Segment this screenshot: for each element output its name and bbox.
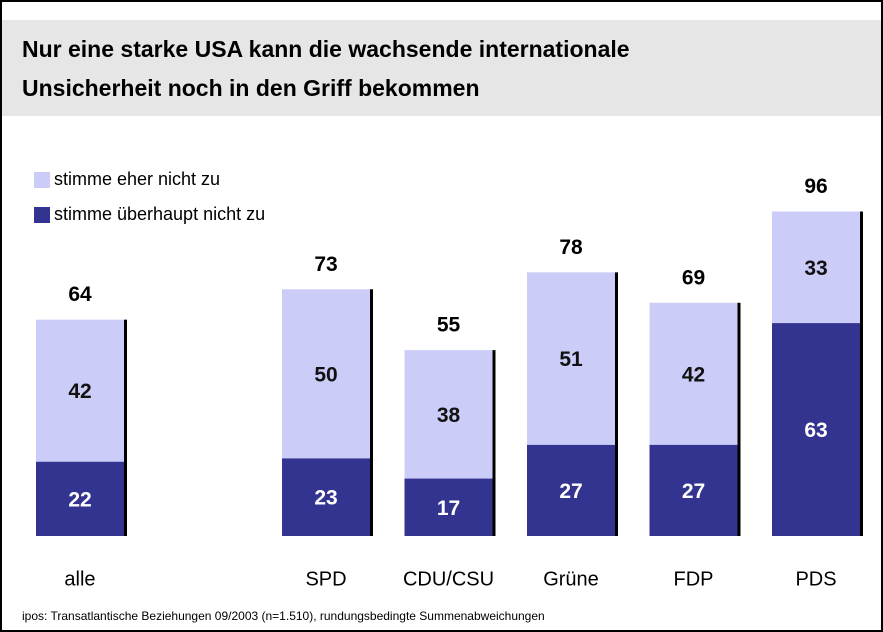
value-label: 51 <box>559 348 583 371</box>
bar-segment <box>649 444 738 536</box>
value-label: 42 <box>68 380 91 403</box>
x-tick-label: alle <box>64 568 95 590</box>
bar-segment <box>282 289 370 459</box>
legend-label: stimme eher nicht zu <box>54 169 220 189</box>
bar-shadow <box>124 319 127 536</box>
total-label: 78 <box>559 236 583 259</box>
bar-shadow <box>860 211 863 536</box>
bar-segment <box>527 272 615 445</box>
value-label: 63 <box>804 419 827 442</box>
bar-segment <box>527 444 615 536</box>
bar-segment <box>36 319 124 462</box>
bar-segment <box>404 350 493 479</box>
x-tick-label: CDU/CSU <box>403 568 494 590</box>
total-label: 73 <box>314 253 337 276</box>
value-label: 23 <box>314 487 337 510</box>
x-tick-label: SPD <box>305 568 346 590</box>
total-label: 55 <box>437 314 461 337</box>
x-tick-label: PDS <box>795 568 836 590</box>
value-label: 27 <box>682 480 705 503</box>
footnote: ipos: Transatlantische Beziehungen 09/20… <box>22 609 545 623</box>
value-label: 38 <box>437 404 461 427</box>
bar-shadow <box>370 289 373 536</box>
total-label: 96 <box>804 175 827 198</box>
total-label: 69 <box>682 266 705 289</box>
bar-shadow <box>492 350 496 536</box>
bar-shadow <box>615 272 618 536</box>
title-band <box>2 20 881 116</box>
x-tick-label: FDP <box>674 568 714 590</box>
chart-title: Unsicherheit noch in den Griff bekommen <box>22 75 480 101</box>
bar-segment <box>772 211 860 324</box>
value-label: 42 <box>682 363 705 386</box>
legend-label: stimme überhaupt nicht zu <box>54 204 265 224</box>
value-label: 17 <box>437 497 460 520</box>
value-label: 27 <box>559 480 582 503</box>
bar-segment <box>282 458 370 536</box>
value-label: 22 <box>68 488 91 511</box>
bar-shadow <box>737 302 741 536</box>
x-tick-label: Grüne <box>543 568 599 590</box>
chart-title: Nur eine starke USA kann die wachsende i… <box>22 36 630 62</box>
bar-segment <box>772 323 860 536</box>
bar-segment <box>36 461 124 536</box>
legend-swatch <box>34 172 50 188</box>
bar-segment <box>404 478 493 536</box>
value-label: 33 <box>804 257 827 280</box>
bar-segment <box>649 302 738 445</box>
total-label: 64 <box>68 283 92 306</box>
legend-swatch <box>34 207 50 223</box>
value-label: 50 <box>314 363 337 386</box>
